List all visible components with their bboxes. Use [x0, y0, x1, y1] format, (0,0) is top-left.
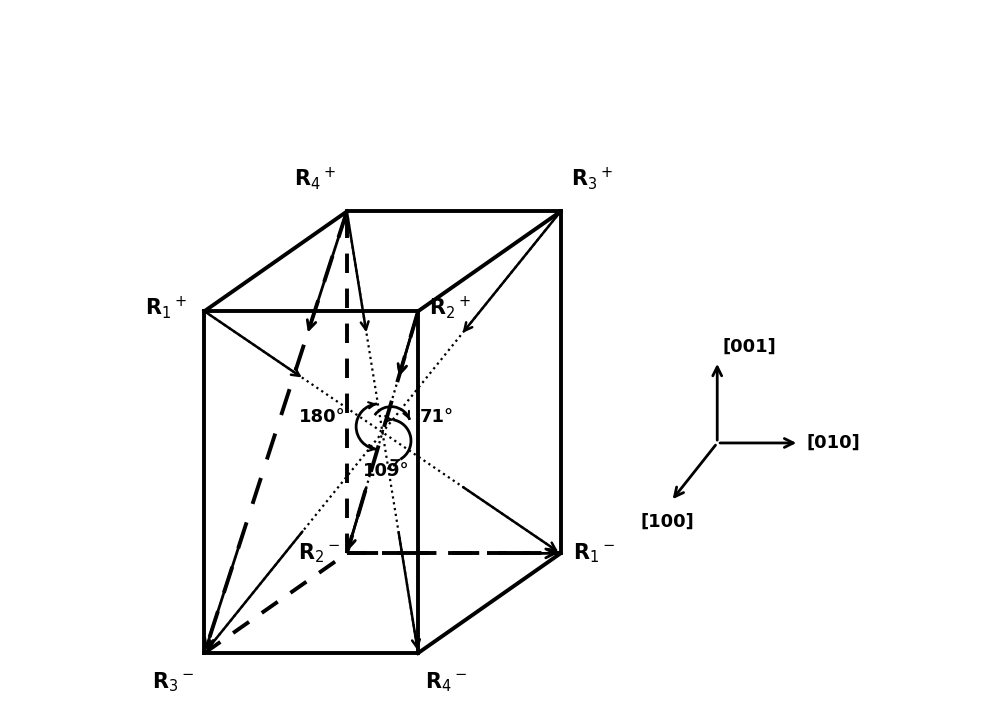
- Text: R$_2$$^-$: R$_2$$^-$: [298, 541, 340, 565]
- Text: [001]: [001]: [723, 337, 777, 355]
- Text: [010]: [010]: [806, 434, 860, 452]
- Text: R$_4$$^+$: R$_4$$^+$: [294, 164, 336, 192]
- Text: R$_2$$^+$: R$_2$$^+$: [429, 294, 471, 321]
- Text: [100]: [100]: [640, 513, 694, 531]
- Text: R$_4$$^-$: R$_4$$^-$: [425, 671, 467, 694]
- Text: 109°: 109°: [363, 462, 409, 480]
- Text: R$_1$$^-$: R$_1$$^-$: [573, 541, 615, 565]
- Text: R$_3$$^-$: R$_3$$^-$: [152, 671, 194, 694]
- Text: 180°: 180°: [299, 408, 345, 425]
- Text: R$_3$$^+$: R$_3$$^+$: [571, 164, 613, 192]
- Text: 71°: 71°: [420, 408, 454, 425]
- Text: R$_1$$^+$: R$_1$$^+$: [145, 294, 187, 321]
